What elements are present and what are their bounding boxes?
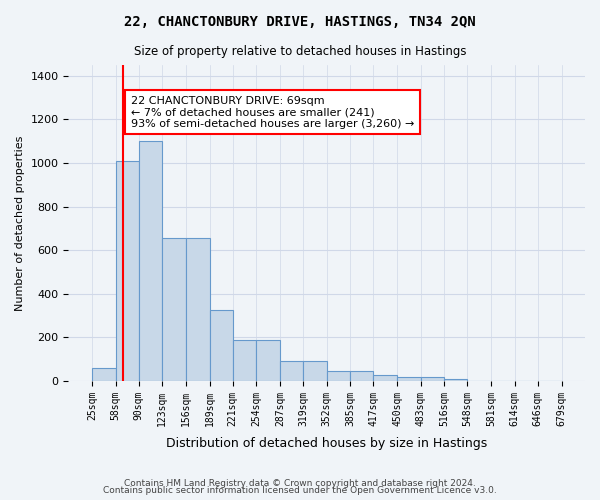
Bar [209, 310, 233, 381]
Bar [116, 161, 139, 381]
Bar [280, 362, 303, 381]
Bar [373, 376, 397, 381]
Bar [92, 368, 116, 381]
Bar [139, 142, 162, 381]
Bar [303, 362, 327, 381]
Bar [256, 340, 280, 381]
Text: Size of property relative to detached houses in Hastings: Size of property relative to detached ho… [134, 45, 466, 58]
Bar [350, 371, 373, 381]
Y-axis label: Number of detached properties: Number of detached properties [15, 136, 25, 310]
X-axis label: Distribution of detached houses by size in Hastings: Distribution of detached houses by size … [166, 437, 487, 450]
Text: Contains public sector information licensed under the Open Government Licence v3: Contains public sector information licen… [103, 486, 497, 495]
Text: Contains HM Land Registry data © Crown copyright and database right 2024.: Contains HM Land Registry data © Crown c… [124, 478, 476, 488]
Text: 22 CHANCTONBURY DRIVE: 69sqm
← 7% of detached houses are smaller (241)
93% of se: 22 CHANCTONBURY DRIVE: 69sqm ← 7% of det… [131, 96, 414, 128]
Bar [421, 376, 445, 381]
Bar [327, 371, 350, 381]
Text: 22, CHANCTONBURY DRIVE, HASTINGS, TN34 2QN: 22, CHANCTONBURY DRIVE, HASTINGS, TN34 2… [124, 15, 476, 29]
Bar [162, 238, 186, 381]
Bar [186, 238, 209, 381]
Bar [445, 378, 467, 381]
Bar [233, 340, 256, 381]
Bar [397, 376, 421, 381]
